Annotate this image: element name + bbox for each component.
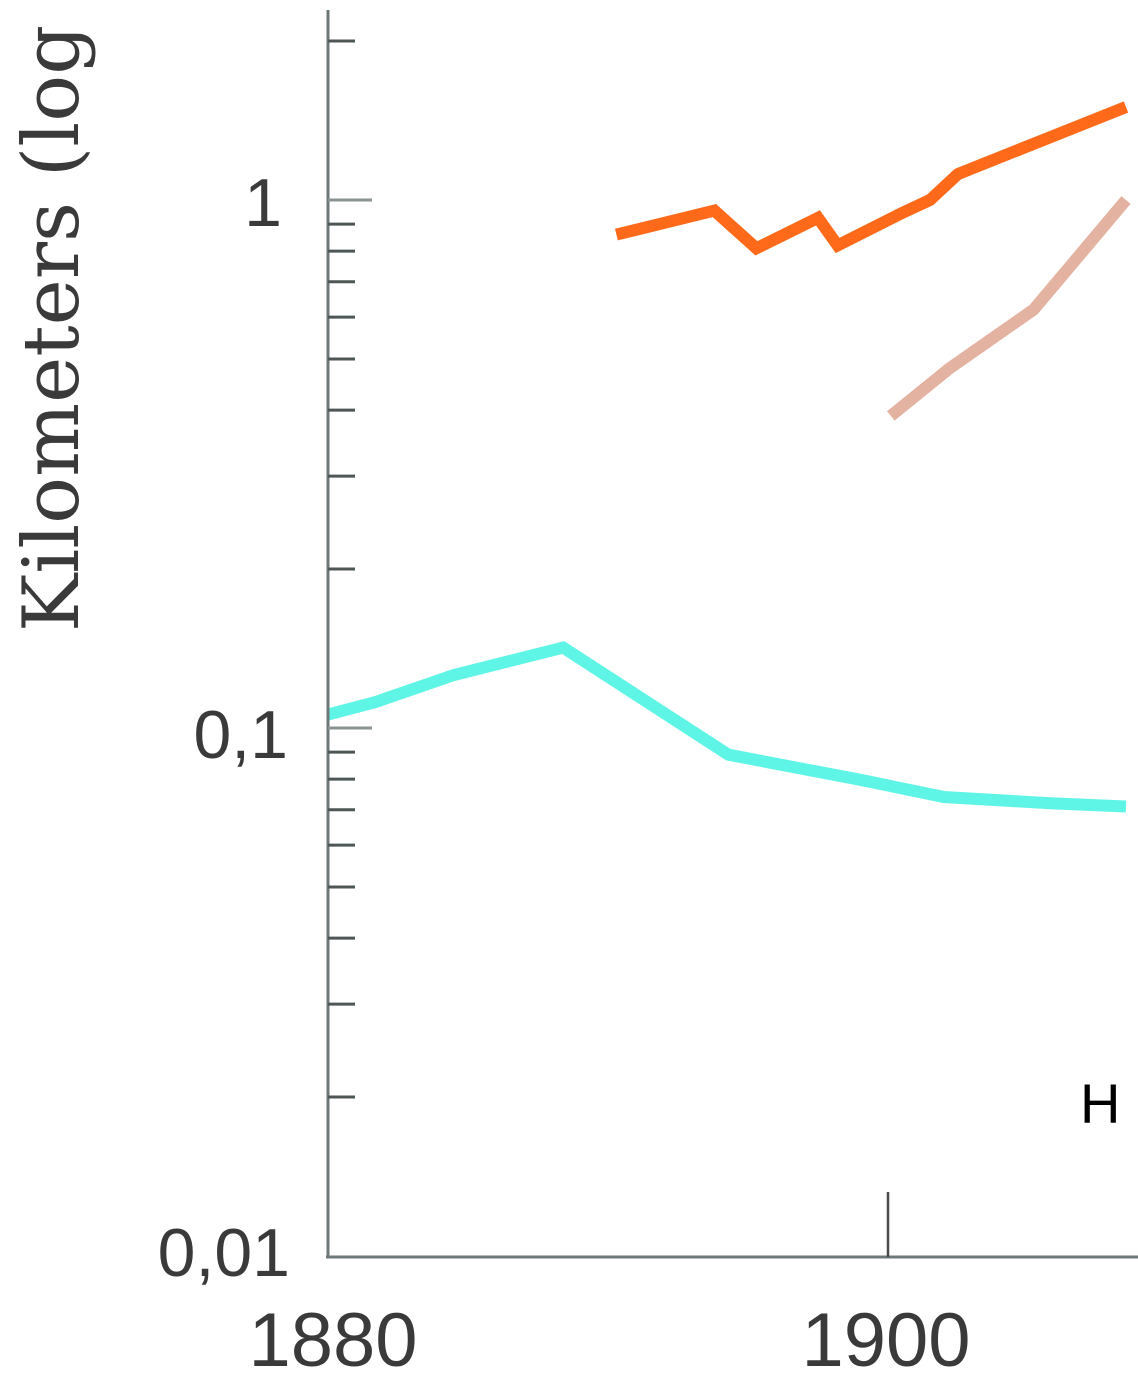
y-minor-ticks: [328, 39, 372, 1099]
series-line-3: [326, 641, 1127, 813]
y-axis: [326, 10, 372, 1257]
y-tick-label-0-1: 0,1: [193, 697, 288, 773]
series-line-2: [887, 196, 1131, 421]
y-axis-title: Kilometers (log: [7, 25, 97, 632]
y-tick-label-1: 1: [244, 165, 282, 241]
x-tick-label-1900: 1900: [801, 1298, 970, 1376]
annotation-label: H: [1080, 1072, 1120, 1135]
series-line-1: [614, 101, 1129, 256]
series-lines: [326, 101, 1131, 813]
x-axis: [326, 1192, 1138, 1259]
x-tick-label-1880: 1880: [248, 1298, 417, 1376]
y-tick-label-0-01: 0,01: [158, 1215, 290, 1291]
